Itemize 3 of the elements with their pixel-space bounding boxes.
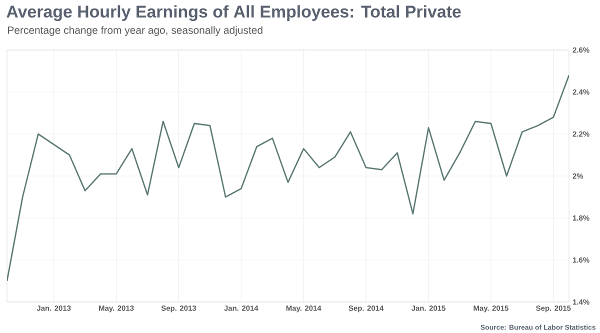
chart-subtitle: Percentage change from year ago, seasonally adjusted <box>8 26 262 36</box>
chart-title: Average Hourly Earnings of All Employees: Total Private <box>6 5 461 22</box>
line-series <box>7 74 570 282</box>
